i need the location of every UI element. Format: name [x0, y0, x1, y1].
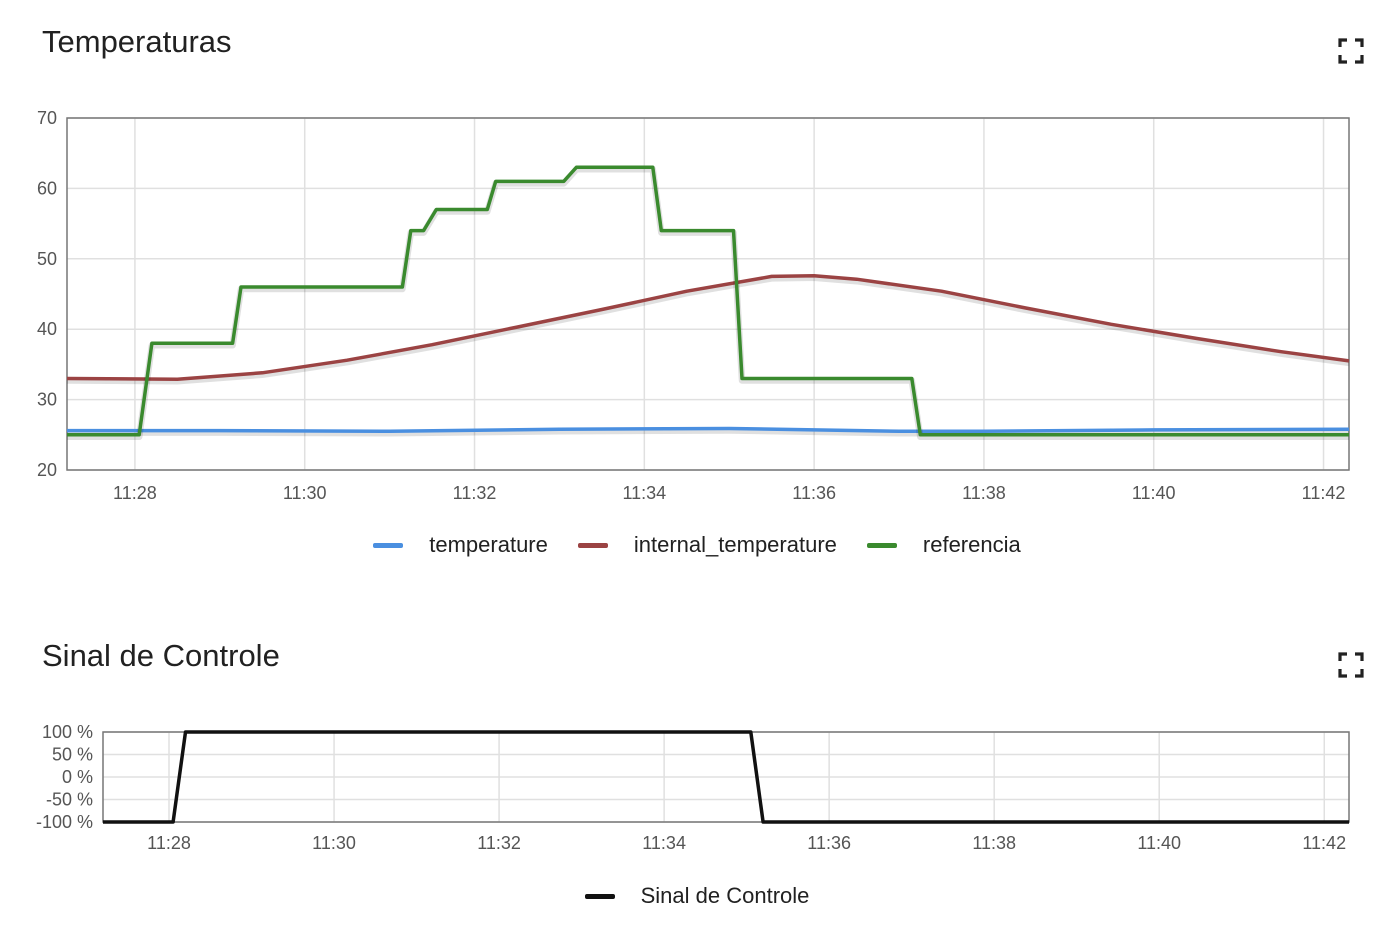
series-shadow — [66, 274, 1350, 385]
x-tick-label: 11:34 — [642, 833, 686, 853]
legend-item[interactable]: internal_temperature — [577, 532, 837, 558]
legend-item[interactable]: temperature — [373, 532, 548, 558]
x-tick-label: 11:38 — [962, 483, 1006, 503]
legend-label: temperature — [429, 532, 548, 557]
y-tick-label: 50 — [37, 249, 57, 269]
legend-label: internal_temperature — [633, 532, 837, 557]
legend-swatch — [584, 893, 615, 899]
legend-label: Sinal de Controle — [640, 883, 810, 908]
legend-swatch — [866, 542, 897, 548]
y-tick-label: 0 % — [62, 767, 93, 787]
legend-item[interactable]: referencia — [866, 532, 1021, 558]
legend-item[interactable]: Sinal de Controle — [584, 883, 810, 909]
x-tick-label: 11:30 — [283, 483, 327, 503]
plot-frame — [66, 117, 1350, 471]
legend-swatch — [373, 542, 404, 548]
x-tick-label: 11:42 — [1302, 833, 1346, 853]
series-line-internal-temperature — [66, 273, 1350, 381]
series-shadow — [67, 427, 1350, 437]
x-tick-label: 11:42 — [1302, 483, 1346, 503]
x-tick-label: 11:36 — [807, 833, 851, 853]
sinal-de-controle-chart: 11:28 11:30 11:32 11:34 11:36 11:38 11:40 11:42… — [36, 722, 1350, 853]
x-tick-label: 11:28 — [113, 483, 157, 503]
y-tick-label: 30 — [37, 390, 57, 410]
temperaturas-chart: 11:28 11:30 11:32 11:34 11:36 11:38 11:40 11:42… — [37, 108, 1350, 503]
sinal-de-controle-legend: Sinal de Controle — [0, 883, 1394, 909]
y-tick-label: 100 % — [42, 722, 93, 742]
x-tick-label: 11:32 — [453, 483, 497, 503]
y-tick-label: 20 — [37, 460, 57, 480]
x-tick-label: 11:36 — [792, 483, 836, 503]
series-line-referencia — [67, 165, 1349, 437]
fullscreen-icon[interactable] — [1338, 38, 1364, 64]
legend-swatch — [577, 542, 608, 548]
chart-title-temperaturas: Temperaturas — [42, 24, 232, 59]
y-tick-label: -50 % — [46, 790, 93, 810]
fullscreen-icon[interactable] — [1338, 652, 1364, 678]
x-tick-label: 11:34 — [622, 483, 666, 503]
x-tick-label: 11:30 — [312, 833, 356, 853]
grid — [103, 731, 1349, 823]
legend-label: referencia — [922, 532, 1021, 557]
y-tick-label: 50 % — [52, 745, 93, 765]
x-tick-label: 11:38 — [972, 833, 1016, 853]
y-tick-label: 60 — [37, 178, 57, 198]
chart-title-sinal-de-controle: Sinal de Controle — [42, 638, 280, 673]
y-tick-label: 70 — [37, 108, 57, 128]
series-line-sinal-de-controle — [103, 730, 1349, 824]
y-tick-label: 40 — [37, 319, 57, 339]
x-tick-label: 11:40 — [1132, 483, 1176, 503]
x-tick-label: 11:40 — [1137, 833, 1181, 853]
y-tick-label: -100 % — [36, 812, 93, 832]
x-tick-label: 11:32 — [477, 833, 521, 853]
temperaturas-legend: temperature internal_temperature referenci… — [0, 532, 1394, 558]
series-line-temperature — [67, 426, 1350, 434]
x-tick-label: 11:28 — [147, 833, 191, 853]
